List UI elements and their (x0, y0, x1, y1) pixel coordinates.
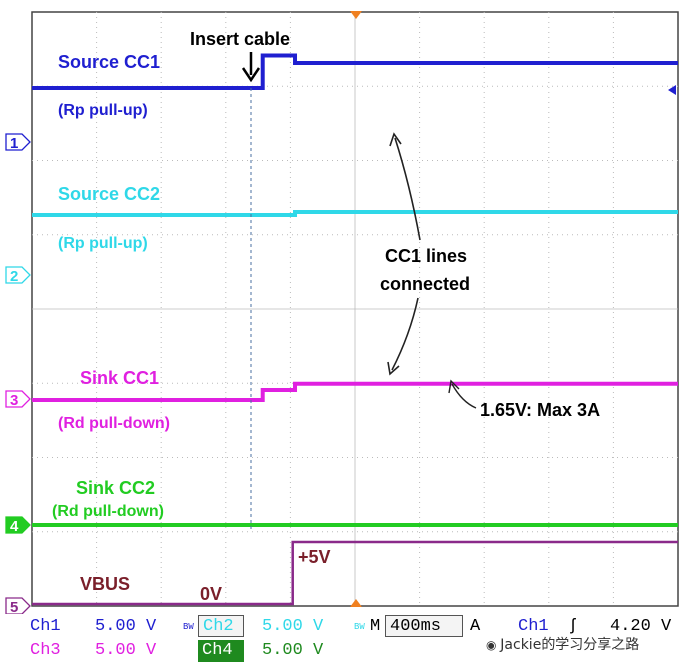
trigger-position-marker-top (350, 11, 362, 19)
oscilloscope-screen: 1 2 3 4 5 Insert cable Source CC1 (Rp pull-u… (5, 11, 679, 614)
insert-cable-label: Insert cable (190, 29, 290, 49)
source-cc2-label: Source CC2 (58, 184, 160, 204)
rp-pull-up-label-1: (Rp pull-up) (58, 102, 148, 119)
rd-pull-down-label-2: (Rd pull-down) (52, 503, 164, 520)
ch1-bw-badge: BW (183, 622, 194, 632)
traces (32, 53, 678, 606)
watermark-logo-icon: ◉ (486, 638, 501, 652)
ch2-label[interactable]: Ch2 (198, 615, 244, 637)
rd-pull-down-label-1: (Rd pull-down) (58, 415, 170, 432)
cc1-lines-label: CC1 lines (385, 246, 467, 266)
cc1-arrow-down (391, 297, 419, 371)
voltage-note-arrow (451, 383, 477, 409)
watermark: ◉ Jackie的学习分享之路 (486, 634, 639, 654)
status-bar: Ch1 5.00 V BW Ch2 5.00 V BW M 400ms A Ch… (0, 614, 689, 666)
ch1-label[interactable]: Ch1 (30, 617, 61, 636)
ch1-scale: 5.00 V (95, 617, 157, 636)
grid (32, 12, 678, 606)
sink-cc2-label: Sink CC2 (76, 478, 155, 498)
sink-cc1-label: Sink CC1 (80, 368, 159, 388)
ch2-scale: 5.00 V (262, 617, 324, 636)
trace-vbus (32, 540, 678, 606)
trigger-slope-icon: ʃ (568, 617, 579, 636)
channel-marker-label: 5 (10, 599, 18, 614)
insert-cable-arrowhead (241, 67, 261, 83)
rp-pull-up-label-2: (Rp pull-up) (58, 235, 148, 252)
channel-marker-5[interactable]: 5 (5, 597, 31, 614)
voltage-note-label: 1.65V: Max 3A (480, 400, 600, 420)
trigger-position-marker-bottom (350, 599, 362, 607)
ch4-scale: 5.00 V (262, 641, 324, 660)
connected-label: connected (380, 274, 470, 294)
ch4-label[interactable]: Ch4 (198, 640, 244, 662)
voltage-note-arrowhead (448, 379, 460, 394)
vbus-label: VBUS (80, 574, 130, 594)
timebase-label: M (370, 617, 381, 636)
channel-marker-label: 3 (10, 392, 18, 409)
channel-marker-2[interactable]: 2 (5, 266, 31, 285)
watermark-text: Jackie的学习分享之路 (500, 637, 640, 653)
ch2-bw-badge: BW (354, 622, 365, 632)
channel-marker-label: 2 (10, 268, 18, 285)
trace-source-cc1 (32, 53, 678, 90)
trace-sink-cc1 (32, 381, 678, 402)
zero-v-label: 0V (200, 584, 222, 604)
ch3-scale: 5.00 V (95, 641, 157, 660)
source-cc1-label: Source CC1 (58, 52, 160, 72)
timebase-value[interactable]: 400ms (385, 615, 463, 637)
channel-marker-3[interactable]: 3 (5, 390, 31, 409)
channel-marker-label: 4 (10, 518, 19, 535)
trace-source-cc2 (32, 210, 678, 217)
cc1-arrowhead-up (389, 132, 402, 147)
plus-5v-label: +5V (298, 547, 331, 567)
trigger-level[interactable]: 4.20 V (610, 617, 672, 636)
trigger-channel[interactable]: Ch1 (518, 617, 549, 636)
cc1-arrowhead-down (387, 361, 400, 376)
cc1-arrow-up (394, 137, 421, 241)
ch3-label[interactable]: Ch3 (30, 641, 61, 660)
channel-marker-label: 1 (10, 135, 18, 152)
channel-marker-4[interactable]: 4 (5, 516, 31, 535)
channel-markers: 1 2 3 4 5 (5, 133, 31, 614)
channel-marker-1[interactable]: 1 (5, 133, 31, 152)
trigger-mode: A (470, 617, 481, 636)
trigger-level-arrow (668, 85, 676, 95)
